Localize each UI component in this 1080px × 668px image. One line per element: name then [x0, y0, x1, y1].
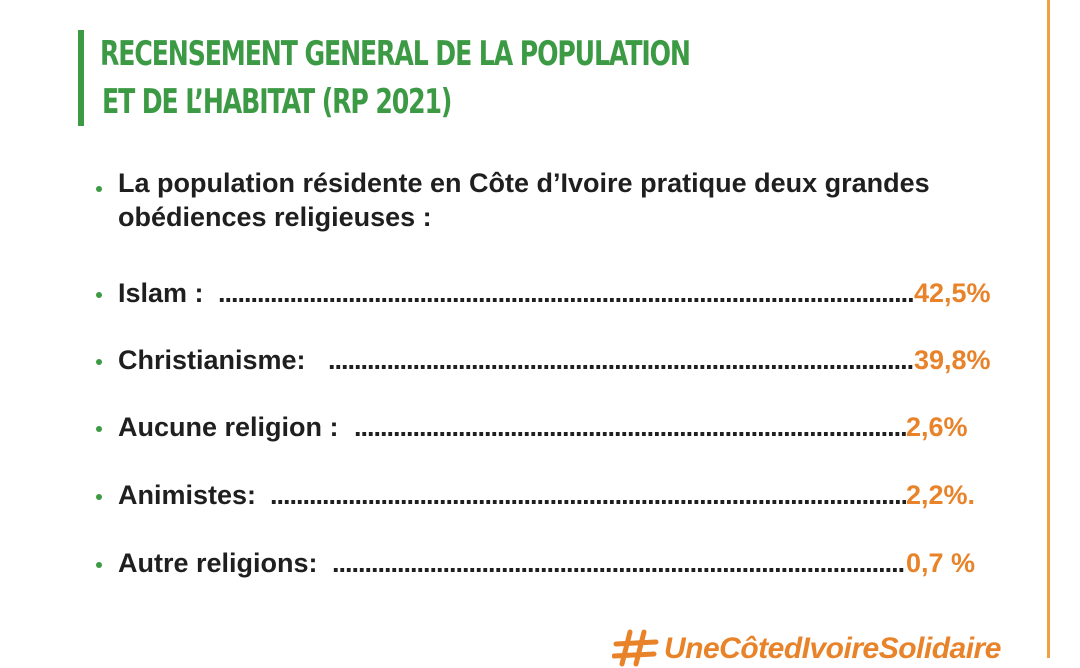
- bullet-icon: [96, 426, 102, 432]
- stat-value: 2,6%: [906, 412, 968, 442]
- hashtag-text: UneCôtedIvoireSolidaire: [664, 632, 1001, 665]
- stat-value: 0,7 %: [906, 548, 976, 578]
- bullet-icon: [96, 359, 102, 365]
- right-border-rule: [1047, 0, 1050, 658]
- bullet-icon: [96, 292, 102, 298]
- bullet-icon: [96, 186, 102, 192]
- stat-row-christianisme: Christianisme: .........................…: [96, 343, 996, 377]
- stat-label: Islam :: [118, 278, 204, 308]
- stat-row-aucune-religion: Aucune religion : ......................…: [96, 410, 996, 444]
- stat-label: Autre religions:: [118, 548, 318, 578]
- stat-value: 39,8%: [914, 345, 991, 375]
- dotted-leader: ........................................…: [354, 412, 906, 442]
- dotted-leader: ........................................…: [270, 480, 906, 510]
- stat-label: Christianisme:: [118, 345, 306, 375]
- stat-value: 42,5%: [914, 278, 991, 308]
- dotted-leader: ........................................…: [218, 278, 914, 308]
- stat-label: Animistes:: [118, 480, 257, 510]
- intro-text: La population résidente en Côte d’Ivoire…: [118, 168, 930, 232]
- hashtag-icon: [612, 629, 659, 667]
- dotted-leader: ........................................…: [328, 345, 914, 375]
- stat-label: Aucune religion :: [118, 412, 339, 442]
- bullet-icon: [96, 494, 102, 500]
- bullet-icon: [96, 562, 102, 568]
- stat-row-islam: Islam : ................................…: [96, 276, 996, 310]
- stat-value: 2,2%.: [906, 480, 976, 510]
- title-accent-bar: [78, 30, 84, 126]
- page-title-line-2: ET DE L’HABITAT (RP 2021): [102, 82, 452, 122]
- title-block: RECENSEMENT GENERAL DE LA POPULATION ET …: [78, 30, 718, 126]
- page-title-line-1: RECENSEMENT GENERAL DE LA POPULATION: [100, 34, 691, 74]
- dotted-leader: ........................................…: [332, 548, 906, 578]
- stat-row-animistes: Animistes: .............................…: [96, 478, 996, 512]
- stat-row-autre-religions: Autre religions: .......................…: [96, 546, 996, 580]
